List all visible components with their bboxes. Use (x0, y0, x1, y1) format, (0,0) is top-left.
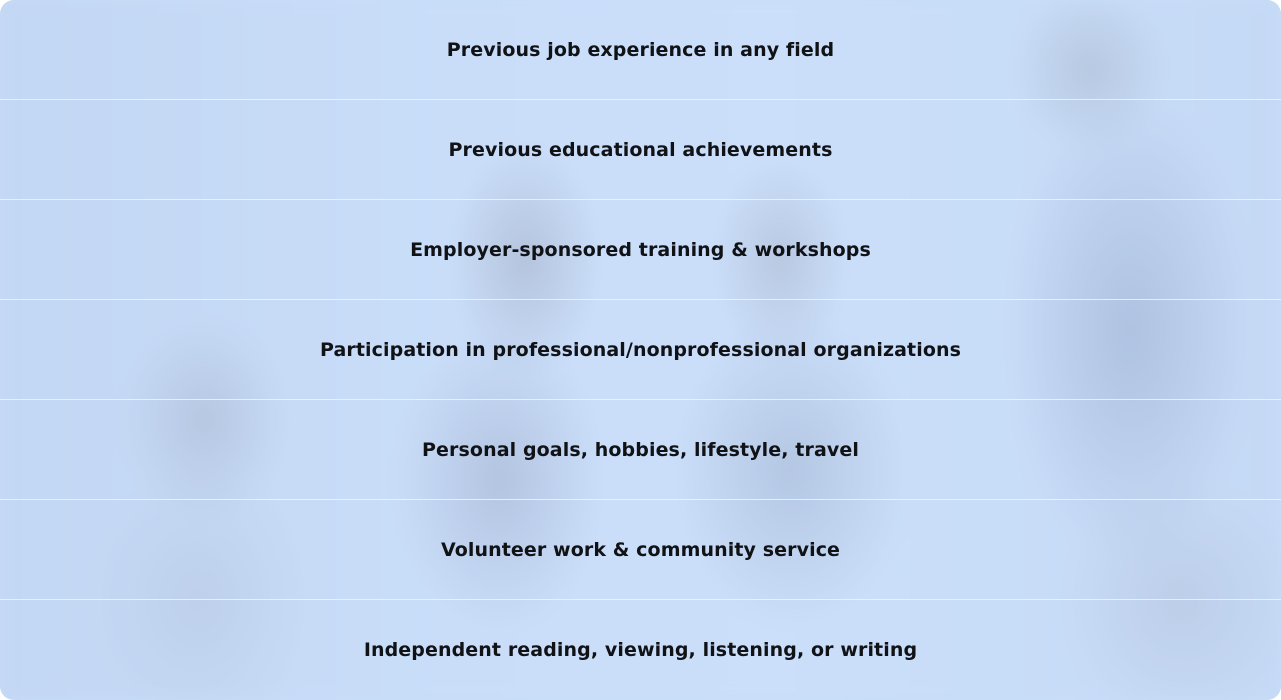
list-item: Employer-sponsored training & workshops (0, 200, 1281, 300)
list-item: Personal goals, hobbies, lifestyle, trav… (0, 400, 1281, 500)
list-item: Volunteer work & community service (0, 500, 1281, 600)
list-item-label: Volunteer work & community service (440, 538, 841, 561)
list-item-label: Employer-sponsored training & workshops (410, 238, 871, 261)
list-item-label: Previous educational achievements (448, 138, 833, 161)
list-item-label: Personal goals, hobbies, lifestyle, trav… (422, 438, 859, 461)
list-item: Independent reading, viewing, listening,… (0, 600, 1281, 700)
list-item-label: Participation in professional/nonprofess… (319, 338, 962, 361)
list-item: Previous job experience in any field (0, 0, 1281, 100)
list-item: Participation in professional/nonprofess… (0, 300, 1281, 400)
list-item-label: Independent reading, viewing, listening,… (363, 639, 918, 661)
list-item: Previous educational achievements (0, 100, 1281, 200)
list-item-label: Previous job experience in any field (446, 38, 835, 61)
